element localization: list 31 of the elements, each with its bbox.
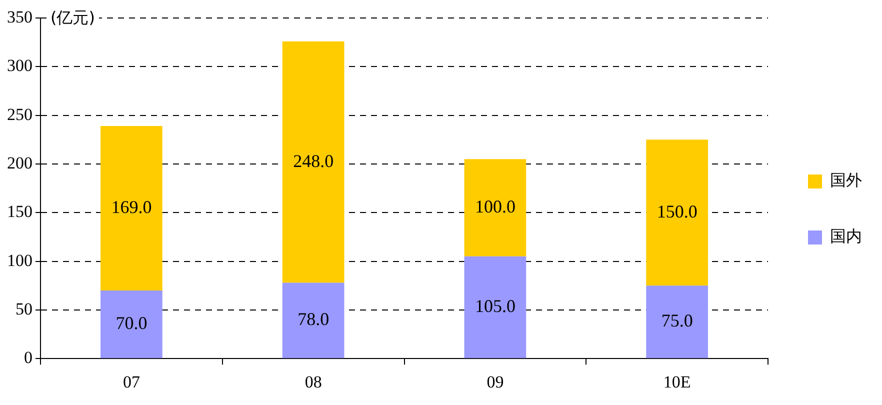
data-label: 78.0 xyxy=(298,309,330,330)
x-tick-label: 10E xyxy=(663,372,691,392)
bar xyxy=(464,159,526,256)
y-tick-label: 250 xyxy=(7,104,32,124)
bar xyxy=(646,286,708,358)
data-label: 150.0 xyxy=(656,201,698,222)
bar xyxy=(282,282,344,358)
x-tick-label: 09 xyxy=(486,372,504,392)
data-label: 100.0 xyxy=(474,196,516,216)
data-label: 70.0 xyxy=(116,313,148,334)
data-label: 169.0 xyxy=(111,196,152,217)
legend-label: 国外 xyxy=(830,170,862,190)
bar xyxy=(464,256,526,358)
y-tick-label: 350 xyxy=(7,7,32,26)
data-label: 75.0 xyxy=(661,310,693,331)
y-tick-label: 50 xyxy=(16,299,32,318)
bar xyxy=(100,126,162,290)
y-tick-label: 300 xyxy=(7,56,32,76)
y-tick-label: 100 xyxy=(7,250,32,270)
x-tick-label: 08 xyxy=(304,372,322,392)
y-tick-label: 0 xyxy=(24,348,32,368)
y-tick-label: 200 xyxy=(7,153,32,172)
data-label: 105.0 xyxy=(474,296,516,316)
bar xyxy=(100,290,162,358)
bar xyxy=(282,41,344,283)
data-label: 248.0 xyxy=(293,150,334,171)
legend-label: 国内 xyxy=(830,226,862,246)
x-tick-label: 07 xyxy=(122,372,140,392)
y-tick-label: 150 xyxy=(7,202,32,222)
bar xyxy=(646,140,708,286)
y-axis-title: (亿元) xyxy=(50,8,95,28)
